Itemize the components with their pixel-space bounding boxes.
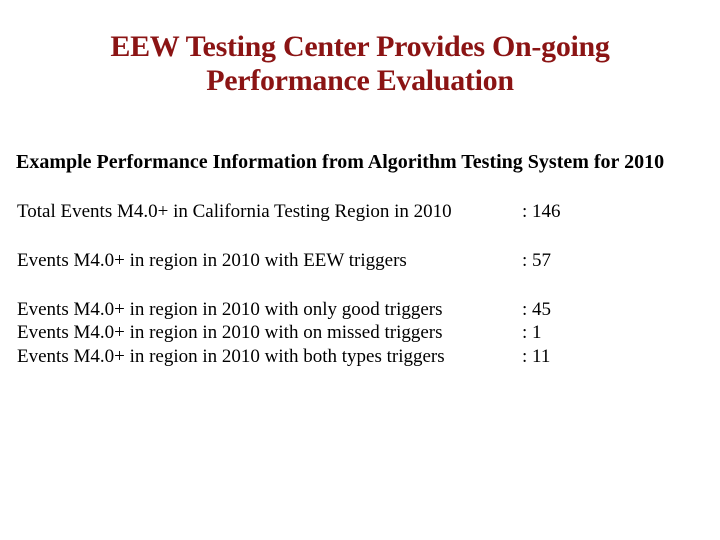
- stat-value: : 11: [522, 346, 551, 367]
- slide-title: EEW Testing Center Provides On-going Per…: [0, 30, 720, 98]
- slide-title-line2: Performance Evaluation: [206, 64, 514, 97]
- stat-value: : 57: [522, 250, 552, 271]
- stat-label: Events M4.0+ in region in 2010 with on m…: [17, 322, 443, 343]
- stat-label: Events M4.0+ in region in 2010 with EEW …: [17, 250, 407, 271]
- stat-row-total-events: Total Events M4.0+ in California Testing…: [0, 200, 720, 224]
- slide-subtitle: Example Performance Information from Alg…: [16, 151, 665, 173]
- stat-row-eew-triggers: Events M4.0+ in region in 2010 with EEW …: [0, 249, 720, 273]
- stat-value: : 146: [522, 201, 561, 222]
- stat-value: : 1: [522, 322, 542, 343]
- stat-label: Events M4.0+ in region in 2010 with both…: [17, 346, 445, 367]
- stat-row-good-triggers: Events M4.0+ in region in 2010 with only…: [0, 298, 720, 322]
- stat-row-both-types-triggers: Events M4.0+ in region in 2010 with both…: [0, 345, 720, 369]
- slide-title-line1: EEW Testing Center Provides On-going: [110, 30, 610, 63]
- stat-row-missed-triggers: Events M4.0+ in region in 2010 with on m…: [0, 321, 720, 345]
- stat-value: : 45: [522, 299, 552, 320]
- stat-label: Events M4.0+ in region in 2010 with only…: [17, 299, 443, 320]
- stat-label: Total Events M4.0+ in California Testing…: [17, 201, 452, 222]
